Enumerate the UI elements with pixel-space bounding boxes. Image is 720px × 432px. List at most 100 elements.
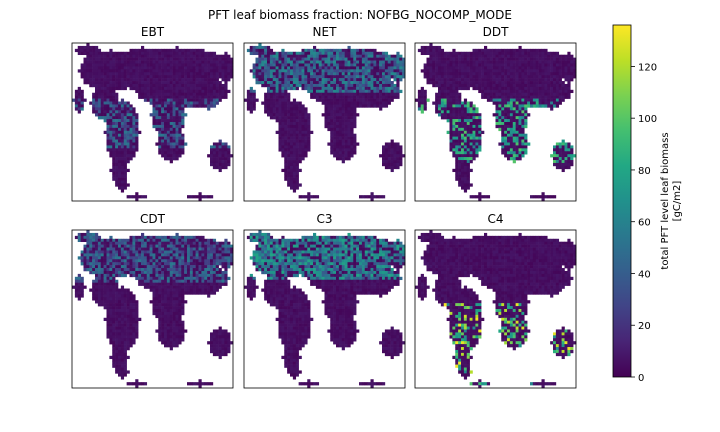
heatmap-cell <box>181 247 185 251</box>
heatmap-cell <box>158 104 162 108</box>
heatmap-cell <box>420 101 424 105</box>
heatmap-cell <box>461 101 465 105</box>
heatmap-cell <box>509 142 514 146</box>
heatmap-cell <box>532 104 537 108</box>
heatmap-cell <box>112 139 116 143</box>
heatmap-cell <box>301 195 305 199</box>
heatmap-cell <box>287 162 291 167</box>
heatmap-cell <box>327 89 331 94</box>
heatmap-cell <box>169 142 173 146</box>
heatmap-cell <box>118 113 122 117</box>
heatmap-cell <box>353 107 357 111</box>
heatmap-cell <box>89 101 93 105</box>
heatmap-cell <box>227 151 231 155</box>
heatmap-cell <box>112 162 116 167</box>
heatmap-cell <box>423 48 427 53</box>
heatmap-cell <box>509 48 514 53</box>
heatmap-cell <box>341 95 345 99</box>
heatmap-cell <box>281 57 285 61</box>
heatmap-cell <box>504 142 508 146</box>
heatmap-cell <box>192 69 196 73</box>
heatmap-cell <box>258 43 262 47</box>
heatmap-cell <box>504 136 508 140</box>
heatmap-cell <box>350 101 354 105</box>
heatmap-cell <box>463 145 468 149</box>
heatmap-cell <box>129 116 133 120</box>
heatmap-cell <box>129 119 133 123</box>
heatmap-cell <box>164 48 168 53</box>
heatmap-cell <box>420 69 424 73</box>
heatmap-cell <box>390 95 394 99</box>
heatmap-cell <box>452 86 456 91</box>
heatmap-cell <box>169 157 173 161</box>
heatmap-cell <box>301 139 305 143</box>
heatmap-cell <box>267 69 271 73</box>
heatmap-cell <box>544 66 548 70</box>
heatmap-cell <box>315 95 320 99</box>
heatmap-cell <box>438 89 442 94</box>
heatmap-cell <box>103 81 107 85</box>
heatmap-cell <box>164 63 168 67</box>
heatmap-cell <box>155 107 159 111</box>
heatmap-cell <box>201 54 205 58</box>
heatmap-cell <box>458 174 462 178</box>
heatmap-cell <box>353 75 357 79</box>
heatmap-cell <box>172 127 176 132</box>
heatmap-cell <box>95 95 99 99</box>
heatmap-cell <box>123 127 127 132</box>
heatmap-cell <box>92 63 96 67</box>
heatmap-cell <box>109 139 113 143</box>
heatmap-cell <box>278 51 282 56</box>
heatmap-cell <box>201 83 205 88</box>
heatmap-cell <box>212 165 217 170</box>
heatmap-cell <box>530 60 534 64</box>
heatmap-cell <box>452 122 456 126</box>
heatmap-cell <box>264 110 268 114</box>
heatmap-cell <box>469 133 473 137</box>
heatmap-cell <box>158 89 162 94</box>
heatmap-cell <box>95 63 99 67</box>
heatmap-cell <box>501 86 505 91</box>
heatmap-cell <box>80 66 84 70</box>
heatmap-cell <box>267 78 271 82</box>
heatmap-cell <box>224 247 228 251</box>
heatmap-cell <box>77 232 81 237</box>
heatmap-cell <box>141 265 145 269</box>
heatmap-cell <box>432 51 436 56</box>
heatmap-cell <box>501 63 505 67</box>
heatmap-cell <box>198 72 202 76</box>
heatmap-cell <box>120 244 125 248</box>
heatmap-cell <box>189 238 194 243</box>
heatmap-cell <box>138 256 142 260</box>
heatmap-cell <box>149 60 153 64</box>
heatmap-cell <box>195 86 199 91</box>
heatmap-cell <box>106 238 110 243</box>
heatmap-cell <box>86 241 90 245</box>
heatmap-cell <box>481 54 485 58</box>
heatmap-cell <box>267 63 271 67</box>
heatmap-cell <box>120 116 125 120</box>
heatmap-cell <box>318 86 322 91</box>
heatmap-cell <box>86 57 90 61</box>
heatmap-cell <box>544 51 548 56</box>
heatmap-cell <box>417 101 422 105</box>
heatmap-cell <box>97 92 102 96</box>
heatmap-cell <box>535 57 539 61</box>
heatmap-cell <box>359 92 363 96</box>
heatmap-cell <box>215 160 219 164</box>
heatmap-cell <box>461 113 465 117</box>
heatmap-cell <box>555 63 560 67</box>
heatmap-cell <box>112 124 116 129</box>
heatmap-cell <box>152 235 156 240</box>
heatmap-cell <box>295 72 299 76</box>
heatmap-cell <box>120 177 125 181</box>
heatmap-cell <box>181 235 185 240</box>
heatmap-cell <box>492 83 496 88</box>
heatmap-cell <box>504 54 508 58</box>
heatmap-cell <box>344 54 348 58</box>
heatmap-cell <box>364 60 368 64</box>
heatmap-cell <box>146 235 150 240</box>
heatmap-cell <box>455 160 459 164</box>
heatmap-cell <box>123 139 127 143</box>
heatmap-cell <box>161 151 165 155</box>
